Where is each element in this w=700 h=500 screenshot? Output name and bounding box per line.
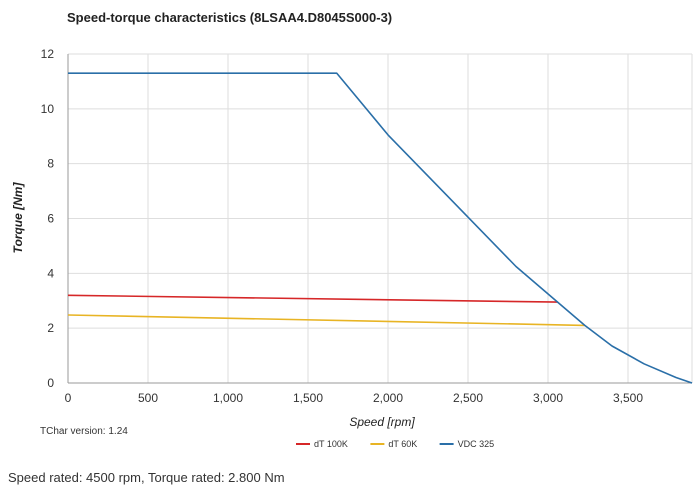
legend-label: VDC 325 <box>458 439 495 449</box>
y-tick-label: 0 <box>47 376 54 390</box>
x-tick-label: 1,000 <box>213 391 243 405</box>
legend-label: dT 100K <box>314 439 348 449</box>
x-tick-label: 1,500 <box>293 391 323 405</box>
y-tick-label: 8 <box>47 157 54 171</box>
y-tick-label: 10 <box>41 102 55 116</box>
y-tick-labels: 0 2 4 6 8 10 12 <box>41 47 55 390</box>
tchar-version-note: TChar version: 1.24 <box>40 426 128 437</box>
series-line-dt-60k <box>67 314 585 327</box>
y-tick-label: 12 <box>41 47 55 61</box>
chart-title: Speed-torque characteristics (8LSAA4.D80… <box>67 10 392 25</box>
x-tick-label: 2,000 <box>373 391 403 405</box>
x-axis-label: Speed [rpm] <box>349 415 415 429</box>
x-tick-label: 2,500 <box>453 391 483 405</box>
series-line-vdc-325 <box>68 72 693 384</box>
legend: dT 100K dT 60K VDC 325 <box>296 439 494 449</box>
x-tick-labels: 0 500 1,000 1,500 2,000 2,500 3,000 3,500 <box>65 391 644 405</box>
x-tick-label: 3,500 <box>613 391 643 405</box>
series-line-dt-100k <box>67 294 558 303</box>
y-tick-label: 2 <box>47 321 54 335</box>
rated-values-footer: Speed rated: 4500 rpm, Torque rated: 2.8… <box>8 470 285 485</box>
grid <box>67 53 693 384</box>
y-axis-label: Torque [Nm] <box>11 182 25 254</box>
y-tick-label: 4 <box>47 266 54 280</box>
y-tick-label: 6 <box>47 212 54 226</box>
x-tick-label: 0 <box>65 391 72 405</box>
legend-label: dT 60K <box>388 439 417 449</box>
x-tick-label: 500 <box>138 391 158 405</box>
x-tick-label: 3,000 <box>533 391 563 405</box>
series-lines <box>67 72 693 384</box>
